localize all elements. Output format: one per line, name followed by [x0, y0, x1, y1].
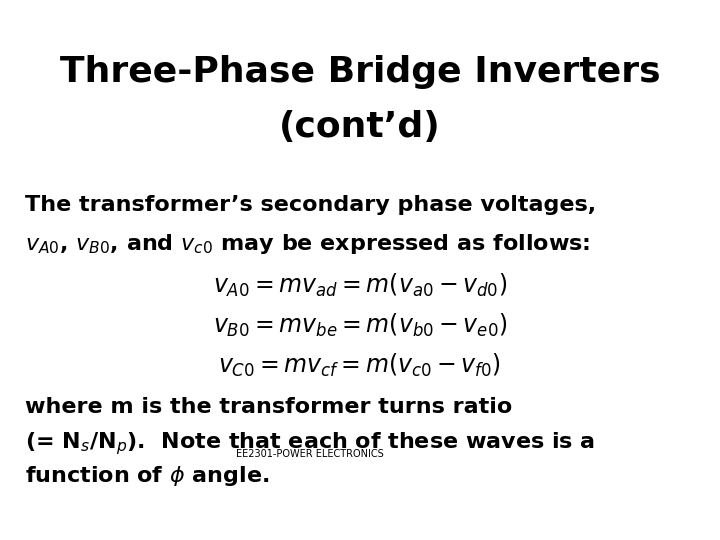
Text: Three-Phase Bridge Inverters: Three-Phase Bridge Inverters [60, 55, 660, 89]
Text: $v_{A0}$, $v_{B0}$, and $v_{c0}$ may be expressed as follows:: $v_{A0}$, $v_{B0}$, and $v_{c0}$ may be … [25, 232, 590, 256]
Text: The transformer’s secondary phase voltages,: The transformer’s secondary phase voltag… [25, 195, 596, 215]
Text: $v_{B0} = mv_{be} = m(v_{b0} - v_{e0})$: $v_{B0} = mv_{be} = m(v_{b0} - v_{e0})$ [213, 312, 507, 339]
Text: where m is the transformer turns ratio: where m is the transformer turns ratio [25, 397, 512, 417]
Text: (= N$_s$/N$_p$).  Note that each of these waves is a: (= N$_s$/N$_p$). Note that each of these… [25, 430, 595, 457]
Text: $v_{C0} = mv_{cf} = m(v_{c0} - v_{f0})$: $v_{C0} = mv_{cf} = m(v_{c0} - v_{f0})$ [218, 352, 502, 379]
Text: EE2301-POWER ELECTRONICS: EE2301-POWER ELECTRONICS [236, 449, 384, 459]
Text: $v_{A0} = mv_{ad} = m(v_{a0} - v_{d0})$: $v_{A0} = mv_{ad} = m(v_{a0} - v_{d0})$ [213, 272, 507, 299]
Text: (cont’d): (cont’d) [279, 110, 441, 144]
Text: function of $\phi$ angle.: function of $\phi$ angle. [25, 464, 269, 488]
